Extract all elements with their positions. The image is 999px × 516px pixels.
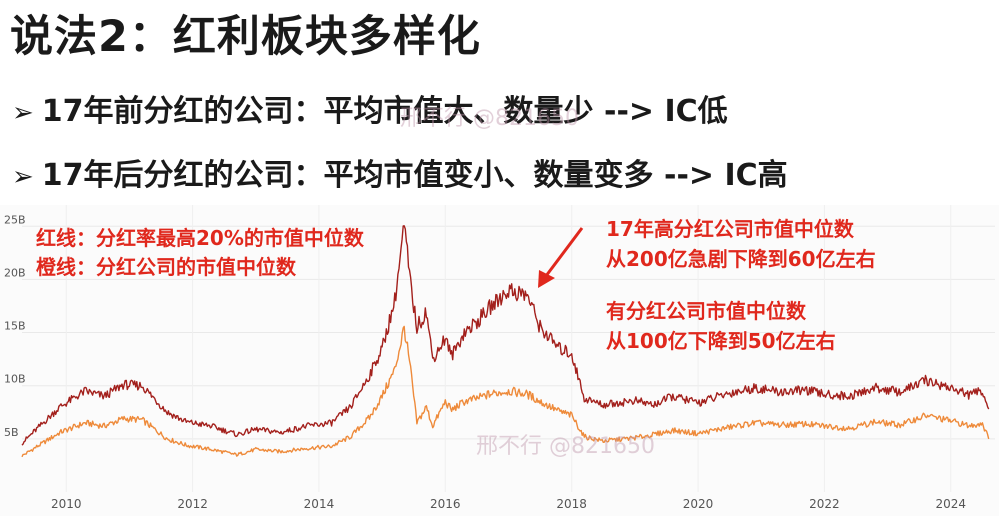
bullet-text-2: 17年后分红的公司：平均市值变小、数量变多 --> IC高	[41, 158, 788, 193]
x-tick-label: 2012	[177, 497, 208, 511]
x-axis-ticks: 2010 2012 2014 2016 2018 2020 2022 2024	[51, 497, 966, 511]
arrow-bullet-icon: ➢	[12, 162, 34, 192]
x-tick-label: 2010	[51, 497, 82, 511]
x-tick-label: 2022	[809, 497, 840, 511]
bullet-text-1: 17年前分红的公司：平均市值大、数量少 --> IC低	[41, 94, 728, 129]
annotation-high-dividend: 17年高分红公司市值中位数 从200亿急剧下降到60亿左右	[606, 214, 876, 274]
watermark-top: 邢不行 @821650	[400, 106, 579, 131]
legend-orange-line: 橙线：分红公司的市值中位数	[36, 255, 296, 279]
orange-series-line	[21, 325, 990, 458]
annotation-high-dividend-line2: 从200亿急剧下降到60亿左右	[606, 247, 876, 271]
y-tick-label: 15B	[4, 320, 26, 333]
slide-title: 说法2：红利板块多样化	[10, 12, 481, 62]
annotation-arrow-shaft	[544, 227, 584, 277]
x-tick-label: 2014	[304, 497, 335, 511]
annotation-arrow	[538, 227, 584, 288]
x-tick-label: 2016	[430, 497, 461, 511]
arrow-bullet-icon: ➢	[12, 98, 34, 128]
annotation-all-dividend: 有分红公司市值中位数 从100亿下降到50亿左右	[606, 296, 836, 356]
annotation-high-dividend-line1: 17年高分红公司市值中位数	[606, 217, 854, 241]
x-tick-label: 2020	[683, 497, 714, 511]
y-tick-label: 25B	[4, 213, 26, 226]
x-tick-label: 2024	[935, 497, 966, 511]
y-tick-label: 5B	[4, 426, 19, 439]
annotation-all-dividend-line1: 有分红公司市值中位数	[606, 299, 806, 323]
red-series-line	[21, 225, 990, 446]
bullet-pre-2017: ➢ 17年前分红的公司：平均市值大、数量少 --> IC低	[12, 86, 728, 130]
chart-series	[21, 225, 990, 458]
watermark-chart: 邢不行 @821650	[476, 434, 655, 459]
chart-area	[0, 205, 999, 516]
annotation-arrow-head	[538, 270, 555, 288]
annotation-all-dividend-line2: 从100亿下降到50亿左右	[606, 329, 836, 353]
y-tick-label: 20B	[4, 266, 26, 279]
chart-gridlines	[22, 205, 995, 492]
y-axis-ticks: 5B 10B 15B 20B 25B	[4, 213, 26, 439]
x-tick-label: 2018	[556, 497, 587, 511]
bullet-post-2017: ➢ 17年后分红的公司：平均市值变小、数量变多 --> IC高	[12, 150, 788, 194]
legend-red-line: 红线：分红率最高20%的市值中位数	[36, 226, 364, 250]
y-tick-label: 10B	[4, 373, 26, 386]
